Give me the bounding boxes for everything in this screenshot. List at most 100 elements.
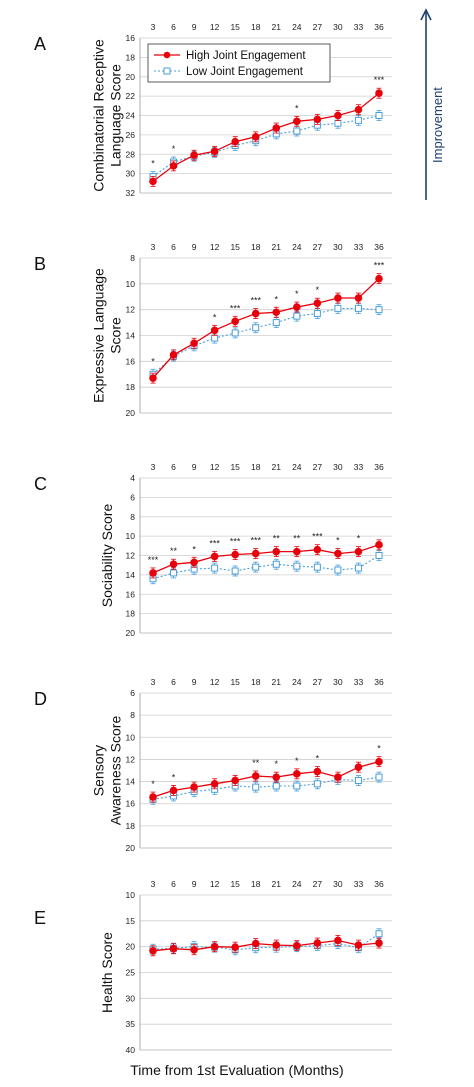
x-tick-label: 12 [210, 242, 220, 252]
y-tick-label: 15 [126, 916, 136, 926]
x-tick-label: 15 [230, 677, 240, 687]
data-point-high [251, 309, 260, 318]
y-axis-label: Health Score [99, 932, 115, 1013]
y-tick-label: 20 [126, 942, 136, 952]
x-tick-label: 27 [313, 879, 323, 889]
y-tick-label: 8 [130, 253, 135, 263]
data-point-high [190, 945, 198, 954]
data-point-high [231, 137, 239, 146]
data-point-low [272, 319, 280, 327]
legend-marker-high [163, 51, 171, 59]
x-tick-label: 6 [171, 879, 176, 889]
legend-label-high: High Joint Engagement [186, 50, 306, 62]
significance-marker: * [151, 779, 155, 789]
y-tick-label: 10 [126, 732, 136, 742]
y-tick-label: 20 [126, 628, 136, 638]
data-point-high [149, 569, 157, 577]
y-tick-label: 26 [126, 130, 136, 140]
series-line-low [152, 307, 380, 375]
y-tick-label: 6 [130, 688, 135, 698]
y-axis-label: Language Score [108, 64, 124, 167]
significance-marker: * [275, 759, 279, 769]
x-tick-label: 18 [251, 242, 261, 252]
y-tick-label: 16 [126, 589, 136, 599]
x-tick-label: 30 [333, 879, 343, 889]
significance-marker: * [377, 744, 381, 754]
data-point-high [251, 772, 260, 780]
data-point-high [272, 124, 281, 132]
data-point-high [210, 552, 219, 561]
data-point-low [354, 564, 362, 572]
data-point-low [293, 782, 301, 790]
x-tick-label: 21 [272, 677, 282, 687]
x-tick-label: 27 [313, 22, 323, 32]
y-tick-label: 8 [130, 710, 135, 720]
significance-marker: * [357, 534, 361, 544]
y-tick-label: 20 [126, 72, 136, 82]
y-tick-label: 40 [126, 1045, 136, 1055]
y-tick-label: 10 [126, 890, 136, 900]
data-point-high [334, 549, 342, 558]
x-tick-label: 24 [292, 677, 302, 687]
significance-marker: * [336, 536, 340, 546]
significance-marker: * [295, 103, 299, 113]
x-tick-label: 3 [151, 879, 156, 889]
data-point-high [375, 541, 383, 549]
significance-marker: *** [209, 538, 220, 548]
data-point-high [293, 941, 301, 950]
y-tick-label: 20 [126, 843, 136, 853]
improvement-label: Improvement [430, 87, 445, 163]
x-tick-label: 21 [272, 879, 282, 889]
data-point-high [293, 770, 301, 778]
y-tick-label: 20 [126, 408, 136, 418]
data-point-high [231, 943, 239, 951]
significance-marker: *** [250, 296, 261, 306]
data-point-low [375, 930, 383, 938]
y-tick-label: 16 [126, 33, 136, 43]
x-tick-label: 33 [354, 879, 364, 889]
data-point-low [313, 563, 321, 571]
y-tick-label: 4 [130, 473, 135, 483]
x-tick-label: 6 [171, 242, 176, 252]
y-tick-label: 14 [126, 331, 136, 341]
data-point-high [272, 773, 281, 781]
x-tick-label: 21 [272, 22, 282, 32]
y-axis-label: Combinatorial Receptive [91, 39, 107, 192]
y-tick-label: 10 [126, 279, 136, 289]
x-tick-label: 33 [354, 22, 364, 32]
data-point-high [313, 939, 322, 947]
data-point-low [354, 776, 362, 784]
data-point-low [375, 773, 383, 781]
x-tick-label: 3 [151, 242, 156, 252]
significance-marker: * [295, 756, 299, 766]
x-tick-label: 21 [272, 242, 282, 252]
data-point-high [354, 294, 363, 302]
y-axis-label: Expressive Language [91, 268, 107, 403]
data-point-high [334, 773, 342, 781]
data-point-high [169, 351, 178, 359]
data-point-high [313, 767, 322, 776]
x-tick-label: 30 [333, 22, 343, 32]
data-point-low [354, 304, 362, 312]
data-point-low [170, 569, 178, 577]
x-tick-label: 36 [374, 242, 384, 252]
data-point-high [375, 939, 383, 947]
data-point-low [293, 127, 301, 135]
x-tick-label: 27 [313, 242, 323, 252]
data-point-high [190, 151, 198, 160]
data-point-high [293, 547, 301, 556]
significance-marker: ** [273, 534, 281, 544]
x-tick-label: 6 [171, 462, 176, 472]
x-tick-label: 33 [354, 242, 364, 252]
data-point-high [354, 941, 363, 949]
data-point-low [211, 564, 219, 572]
data-point-high [375, 757, 383, 766]
data-point-low [334, 566, 342, 574]
y-tick-label: 14 [126, 570, 136, 580]
data-point-low [354, 116, 362, 124]
data-point-high [190, 783, 198, 791]
data-point-high [149, 177, 157, 186]
data-point-low [313, 310, 321, 318]
x-tick-label: 9 [192, 22, 197, 32]
